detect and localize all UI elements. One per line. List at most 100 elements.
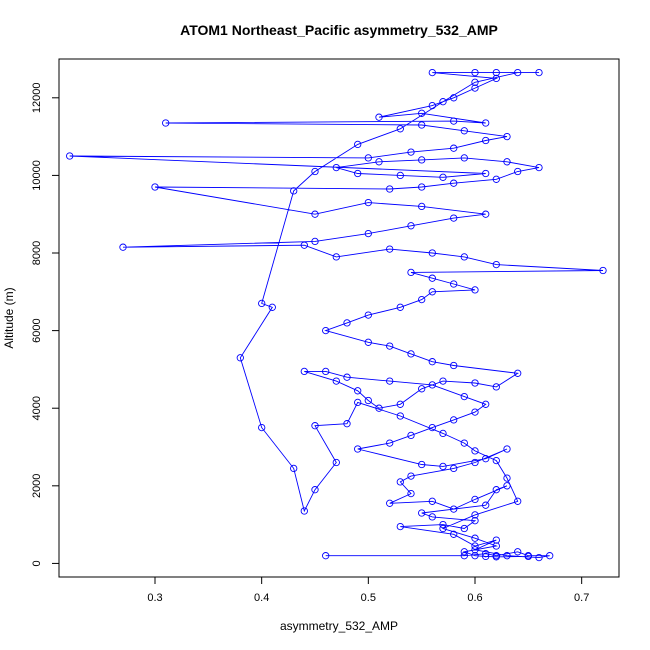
data-point-81 <box>311 237 319 246</box>
data-point-57 <box>514 369 522 377</box>
data-point-7 <box>535 553 543 562</box>
data-point-93 <box>492 175 500 183</box>
data-point-108 <box>450 144 458 152</box>
data-point-123 <box>471 68 479 77</box>
data-point-157 <box>482 552 490 561</box>
data-point-118 <box>428 101 436 110</box>
data-point-64 <box>343 319 351 327</box>
data-point-134 <box>268 303 276 311</box>
data-point-56 <box>492 383 500 391</box>
data-point-66 <box>396 303 404 311</box>
data-point-119 <box>450 94 458 102</box>
data-point-146 <box>460 439 468 447</box>
data-point-47 <box>300 367 308 376</box>
data-point-78 <box>332 253 340 261</box>
data-point-74 <box>492 260 500 269</box>
data-point-128 <box>439 98 447 106</box>
data-point-106 <box>364 154 372 162</box>
y-tick-label-2: 4000 <box>31 396 43 420</box>
data-point-150 <box>514 497 522 505</box>
data-point-77 <box>386 245 394 253</box>
data-point-11 <box>471 542 479 550</box>
y-tick-label-3: 6000 <box>31 318 43 342</box>
data-point-143 <box>354 398 362 407</box>
data-point-149 <box>503 474 511 482</box>
data-point-112 <box>418 121 426 129</box>
data-point-31 <box>503 445 511 453</box>
data-point-151 <box>471 511 479 519</box>
data-point-115 <box>482 119 490 127</box>
data-point-141 <box>311 422 319 430</box>
data-point-61 <box>386 342 394 350</box>
data-point-12 <box>450 530 458 538</box>
data-point-44 <box>386 377 394 385</box>
data-point-144 <box>396 412 404 420</box>
data-point-40 <box>471 408 479 416</box>
data-point-109 <box>482 136 490 145</box>
data-point-42 <box>460 392 468 401</box>
data-point-27 <box>396 478 404 486</box>
x-tick-label-2: 0.5 <box>361 592 376 604</box>
data-point-152 <box>439 524 447 533</box>
y-axis-label: Altitude (m) <box>2 287 16 348</box>
data-point-70 <box>450 280 458 288</box>
data-point-140 <box>332 458 340 467</box>
data-point-153 <box>471 534 479 542</box>
data-point-135 <box>236 354 244 362</box>
data-point-76 <box>428 249 436 257</box>
data-point-15 <box>460 524 468 533</box>
data-point-130 <box>354 140 362 149</box>
data-point-96 <box>503 158 511 166</box>
chart-title: ATOM1 Northeast_Pacific asymmetry_532_AM… <box>180 22 498 38</box>
y-tick-label-6: 12000 <box>31 83 43 114</box>
data-point-60 <box>407 350 415 358</box>
data-point-75 <box>460 253 468 261</box>
data-point-132 <box>290 187 298 195</box>
data-point-133 <box>258 299 266 308</box>
data-point-32 <box>482 455 490 463</box>
data-point-99 <box>375 158 383 166</box>
series-layer <box>66 68 607 562</box>
data-point-49 <box>354 387 362 395</box>
data-point-100 <box>332 163 340 172</box>
data-point-105 <box>66 152 74 160</box>
data-point-68 <box>428 288 436 296</box>
y-tick-label-1: 2000 <box>31 474 43 498</box>
data-point-69 <box>471 286 479 294</box>
data-point-29 <box>450 464 458 473</box>
data-point-120 <box>471 84 479 92</box>
data-point-33 <box>439 462 447 471</box>
data-point-90 <box>386 185 394 193</box>
data-point-101 <box>354 169 362 178</box>
data-point-45 <box>343 373 351 381</box>
data-point-53 <box>418 385 426 393</box>
data-point-82 <box>364 229 372 238</box>
data-point-21 <box>503 482 511 490</box>
data-point-30 <box>471 458 479 467</box>
data-point-23 <box>450 505 458 513</box>
x-axis-label: asymmetry_532_AMP <box>280 619 398 633</box>
data-point-88 <box>311 210 319 218</box>
data-point-158 <box>492 553 500 561</box>
data-point-102 <box>396 171 404 180</box>
data-point-67 <box>418 295 426 304</box>
data-point-34 <box>418 460 426 469</box>
data-point-28 <box>407 472 415 480</box>
data-point-154 <box>492 542 500 550</box>
data-point-51 <box>375 404 383 412</box>
data-point-65 <box>364 311 372 319</box>
data-point-35 <box>354 445 362 453</box>
data-point-25 <box>386 499 394 507</box>
data-point-79 <box>300 241 308 249</box>
data-point-147 <box>471 447 479 455</box>
data-point-80 <box>119 243 127 251</box>
data-point-18 <box>418 509 426 517</box>
plot-frame <box>58 58 620 578</box>
data-point-83 <box>407 222 415 230</box>
data-point-91 <box>418 183 426 191</box>
data-point-85 <box>482 210 490 218</box>
data-point-19 <box>482 501 490 509</box>
data-point-95 <box>535 163 543 172</box>
data-point-9 <box>471 546 479 554</box>
